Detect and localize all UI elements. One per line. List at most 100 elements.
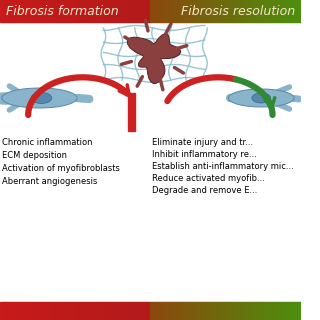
- Bar: [193, 302, 194, 320]
- Bar: [156, 0, 157, 22]
- Bar: [230, 302, 231, 320]
- Bar: [188, 302, 189, 320]
- Bar: [56, 302, 57, 320]
- Bar: [82, 0, 83, 22]
- Bar: [64, 0, 65, 22]
- Bar: [128, 0, 129, 22]
- Bar: [67, 302, 68, 320]
- Bar: [296, 0, 297, 22]
- Text: Activation of myofibroblasts: Activation of myofibroblasts: [2, 164, 120, 173]
- Bar: [169, 302, 170, 320]
- Bar: [278, 302, 279, 320]
- Bar: [91, 302, 92, 320]
- Bar: [22, 0, 23, 22]
- Bar: [294, 0, 295, 22]
- Bar: [174, 302, 175, 320]
- Bar: [101, 0, 102, 22]
- Bar: [122, 302, 123, 320]
- Bar: [4, 302, 5, 320]
- Bar: [184, 0, 185, 22]
- Bar: [112, 302, 113, 320]
- Bar: [195, 0, 196, 22]
- Bar: [216, 302, 217, 320]
- Bar: [182, 302, 183, 320]
- Bar: [213, 302, 214, 320]
- Bar: [186, 302, 187, 320]
- Bar: [151, 302, 152, 320]
- Bar: [287, 302, 288, 320]
- Bar: [69, 0, 70, 22]
- Bar: [194, 302, 195, 320]
- Bar: [158, 0, 159, 22]
- Bar: [96, 302, 97, 320]
- Bar: [140, 0, 141, 22]
- Bar: [5, 302, 6, 320]
- Bar: [297, 302, 298, 320]
- Bar: [253, 302, 254, 320]
- Bar: [278, 0, 279, 22]
- Bar: [168, 0, 169, 22]
- Bar: [271, 0, 272, 22]
- Bar: [222, 302, 223, 320]
- Bar: [181, 302, 182, 320]
- Bar: [277, 0, 278, 22]
- Bar: [221, 302, 222, 320]
- Bar: [265, 0, 266, 22]
- Bar: [269, 0, 270, 22]
- Bar: [250, 302, 251, 320]
- Bar: [147, 0, 148, 22]
- Bar: [235, 0, 236, 22]
- Bar: [205, 302, 206, 320]
- Bar: [84, 0, 85, 22]
- Bar: [25, 0, 26, 22]
- Ellipse shape: [228, 89, 294, 107]
- Bar: [228, 302, 229, 320]
- Bar: [287, 0, 288, 22]
- Bar: [123, 0, 124, 22]
- Bar: [300, 302, 301, 320]
- Bar: [125, 302, 126, 320]
- Bar: [29, 302, 30, 320]
- Bar: [228, 0, 229, 22]
- Bar: [190, 302, 191, 320]
- Bar: [208, 0, 209, 22]
- Bar: [198, 302, 199, 320]
- Bar: [284, 0, 285, 22]
- Bar: [95, 0, 96, 22]
- Bar: [283, 302, 284, 320]
- Bar: [174, 0, 175, 22]
- Bar: [31, 302, 32, 320]
- Bar: [137, 0, 138, 22]
- Bar: [44, 0, 45, 22]
- Bar: [251, 302, 252, 320]
- Bar: [62, 302, 63, 320]
- Bar: [211, 302, 212, 320]
- Bar: [114, 0, 115, 22]
- Bar: [138, 302, 139, 320]
- Bar: [247, 302, 248, 320]
- Bar: [116, 302, 117, 320]
- Bar: [274, 0, 275, 22]
- Bar: [227, 0, 228, 22]
- Bar: [50, 302, 51, 320]
- Bar: [230, 0, 231, 22]
- Bar: [292, 302, 293, 320]
- Bar: [63, 302, 64, 320]
- Bar: [187, 0, 188, 22]
- Bar: [283, 0, 284, 22]
- Bar: [139, 0, 140, 22]
- Bar: [170, 0, 171, 22]
- Text: Fibrosis formation: Fibrosis formation: [6, 4, 118, 18]
- Bar: [233, 0, 234, 22]
- Bar: [130, 302, 131, 320]
- Bar: [2, 302, 3, 320]
- Bar: [36, 302, 37, 320]
- Bar: [76, 0, 77, 22]
- Bar: [17, 302, 18, 320]
- Bar: [126, 0, 127, 22]
- Bar: [176, 0, 177, 22]
- Bar: [80, 302, 81, 320]
- Bar: [246, 0, 247, 22]
- Bar: [4, 0, 5, 22]
- Bar: [12, 302, 13, 320]
